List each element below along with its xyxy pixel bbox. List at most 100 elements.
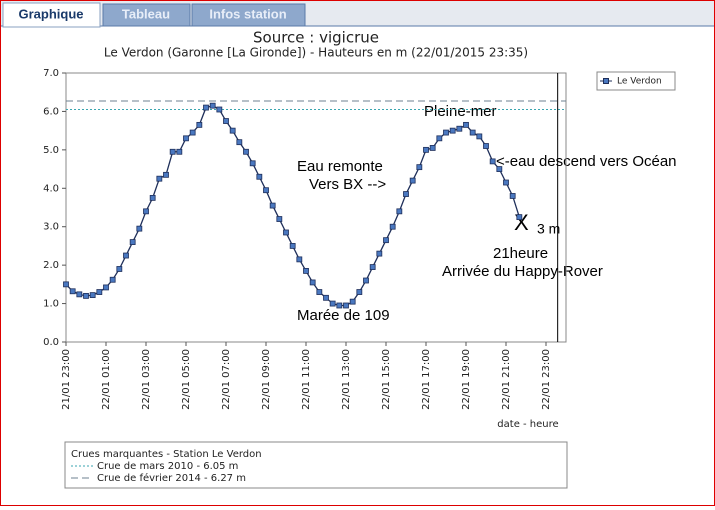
chart-subtitle: Le Verdon (Garonne [La Gironde]) - Haute… — [104, 46, 528, 60]
data-point — [189, 129, 196, 136]
data-point — [389, 223, 396, 230]
data-point — [263, 187, 269, 194]
y-tick-label: 2.0 — [43, 260, 59, 271]
ref-legend-label: Crue de février 2014 - 6.27 m — [97, 472, 246, 484]
data-point — [316, 289, 323, 295]
data-point — [423, 146, 429, 153]
data-point — [96, 289, 103, 295]
tab-label[interactable]: Graphique — [18, 6, 83, 21]
x-tick-label: 22/01 07:00 — [221, 349, 232, 410]
data-point — [483, 143, 489, 149]
data-point — [249, 160, 256, 167]
data-point — [236, 139, 243, 146]
data-point — [196, 121, 203, 128]
data-point — [363, 277, 369, 284]
data-point — [129, 239, 136, 245]
tab[interactable] — [191, 3, 306, 27]
annotation: X — [514, 210, 529, 235]
legend-marker — [603, 78, 609, 84]
plot-area — [65, 72, 567, 343]
data-point — [369, 264, 376, 270]
data-point — [503, 179, 509, 186]
data-point — [116, 266, 123, 272]
x-tick-label: 22/01 01:00 — [101, 349, 112, 410]
data-point — [83, 292, 89, 299]
annotation: Marée de 109 — [297, 307, 390, 324]
data-point — [476, 133, 483, 140]
data-point — [109, 276, 116, 283]
y-tick-label: 6.0 — [43, 106, 59, 117]
data-point — [449, 127, 456, 134]
data-point — [149, 194, 156, 201]
data-point — [89, 292, 96, 299]
data-point — [509, 193, 516, 199]
x-tick-label: 22/01 03:00 — [141, 349, 152, 410]
data-point — [136, 225, 143, 232]
x-tick-label: 22/01 23:00 — [541, 349, 552, 410]
legend-label: Le Verdon — [617, 77, 662, 87]
data-point — [296, 256, 303, 263]
annotation: 3 m — [537, 221, 560, 237]
data-point — [323, 294, 329, 301]
annotation: Pleine-mer — [424, 103, 497, 120]
data-point — [229, 127, 236, 134]
tab[interactable] — [102, 3, 191, 27]
annotation: Vers BX --> — [309, 176, 386, 193]
data-point — [256, 173, 263, 180]
y-tick-label: 0.0 — [43, 337, 59, 348]
annotation: <-eau descend vers Océan — [496, 153, 677, 170]
data-point — [103, 284, 109, 291]
data-point — [163, 171, 169, 178]
data-point — [223, 118, 229, 124]
data-point — [63, 281, 69, 288]
x-tick-label: 22/01 21:00 — [501, 349, 512, 410]
data-point — [156, 175, 163, 182]
data-point — [76, 291, 83, 298]
data-point — [289, 243, 296, 249]
data-point — [469, 129, 476, 136]
data-point — [243, 148, 249, 155]
x-tick-label: 21/01 23:00 — [61, 349, 72, 410]
x-tick-label: 22/01 09:00 — [261, 349, 272, 410]
data-point — [123, 252, 129, 259]
data-point — [303, 268, 309, 274]
x-tick-label: 22/01 17:00 — [421, 349, 432, 410]
tab-active[interactable] — [2, 2, 101, 28]
data-point — [309, 279, 316, 286]
data-point — [203, 104, 209, 111]
tab-label[interactable]: Infos station — [209, 6, 286, 21]
data-point — [143, 208, 149, 215]
tab-label[interactable]: Tableau — [122, 6, 170, 21]
x-tick-label: 22/01 19:00 — [461, 349, 472, 410]
data-point — [496, 166, 503, 172]
data-point — [489, 158, 496, 165]
y-tick-label: 5.0 — [43, 145, 59, 156]
data-point — [176, 148, 183, 155]
data-point — [329, 300, 336, 307]
ref-legend-title: Crues marquantes - Station Le Verdon — [71, 449, 262, 460]
data-point — [516, 214, 523, 221]
ref-legend-label: Crue de mars 2010 - 6.05 m — [97, 461, 238, 472]
data-point — [69, 288, 76, 295]
data-point — [429, 145, 436, 151]
data-point — [456, 125, 463, 132]
data-point — [276, 216, 283, 222]
x-tick-label: 22/01 13:00 — [341, 349, 352, 410]
data-point — [416, 164, 423, 171]
annotation: Arrivée du Happy-Rover — [442, 263, 603, 280]
annotation: Eau remonte — [297, 158, 383, 175]
x-tick-label: 22/01 15:00 — [381, 349, 392, 410]
data-point — [216, 106, 223, 113]
data-point — [396, 208, 403, 215]
data-point — [209, 102, 216, 109]
y-tick-label: 4.0 — [43, 183, 59, 194]
data-point — [443, 129, 449, 136]
data-point — [269, 202, 276, 209]
data-point — [403, 191, 409, 197]
data-point — [283, 229, 289, 236]
y-tick-label: 1.0 — [43, 299, 59, 310]
data-point — [183, 135, 189, 142]
data-point — [343, 302, 349, 309]
x-tick-label: 22/01 11:00 — [301, 349, 312, 410]
